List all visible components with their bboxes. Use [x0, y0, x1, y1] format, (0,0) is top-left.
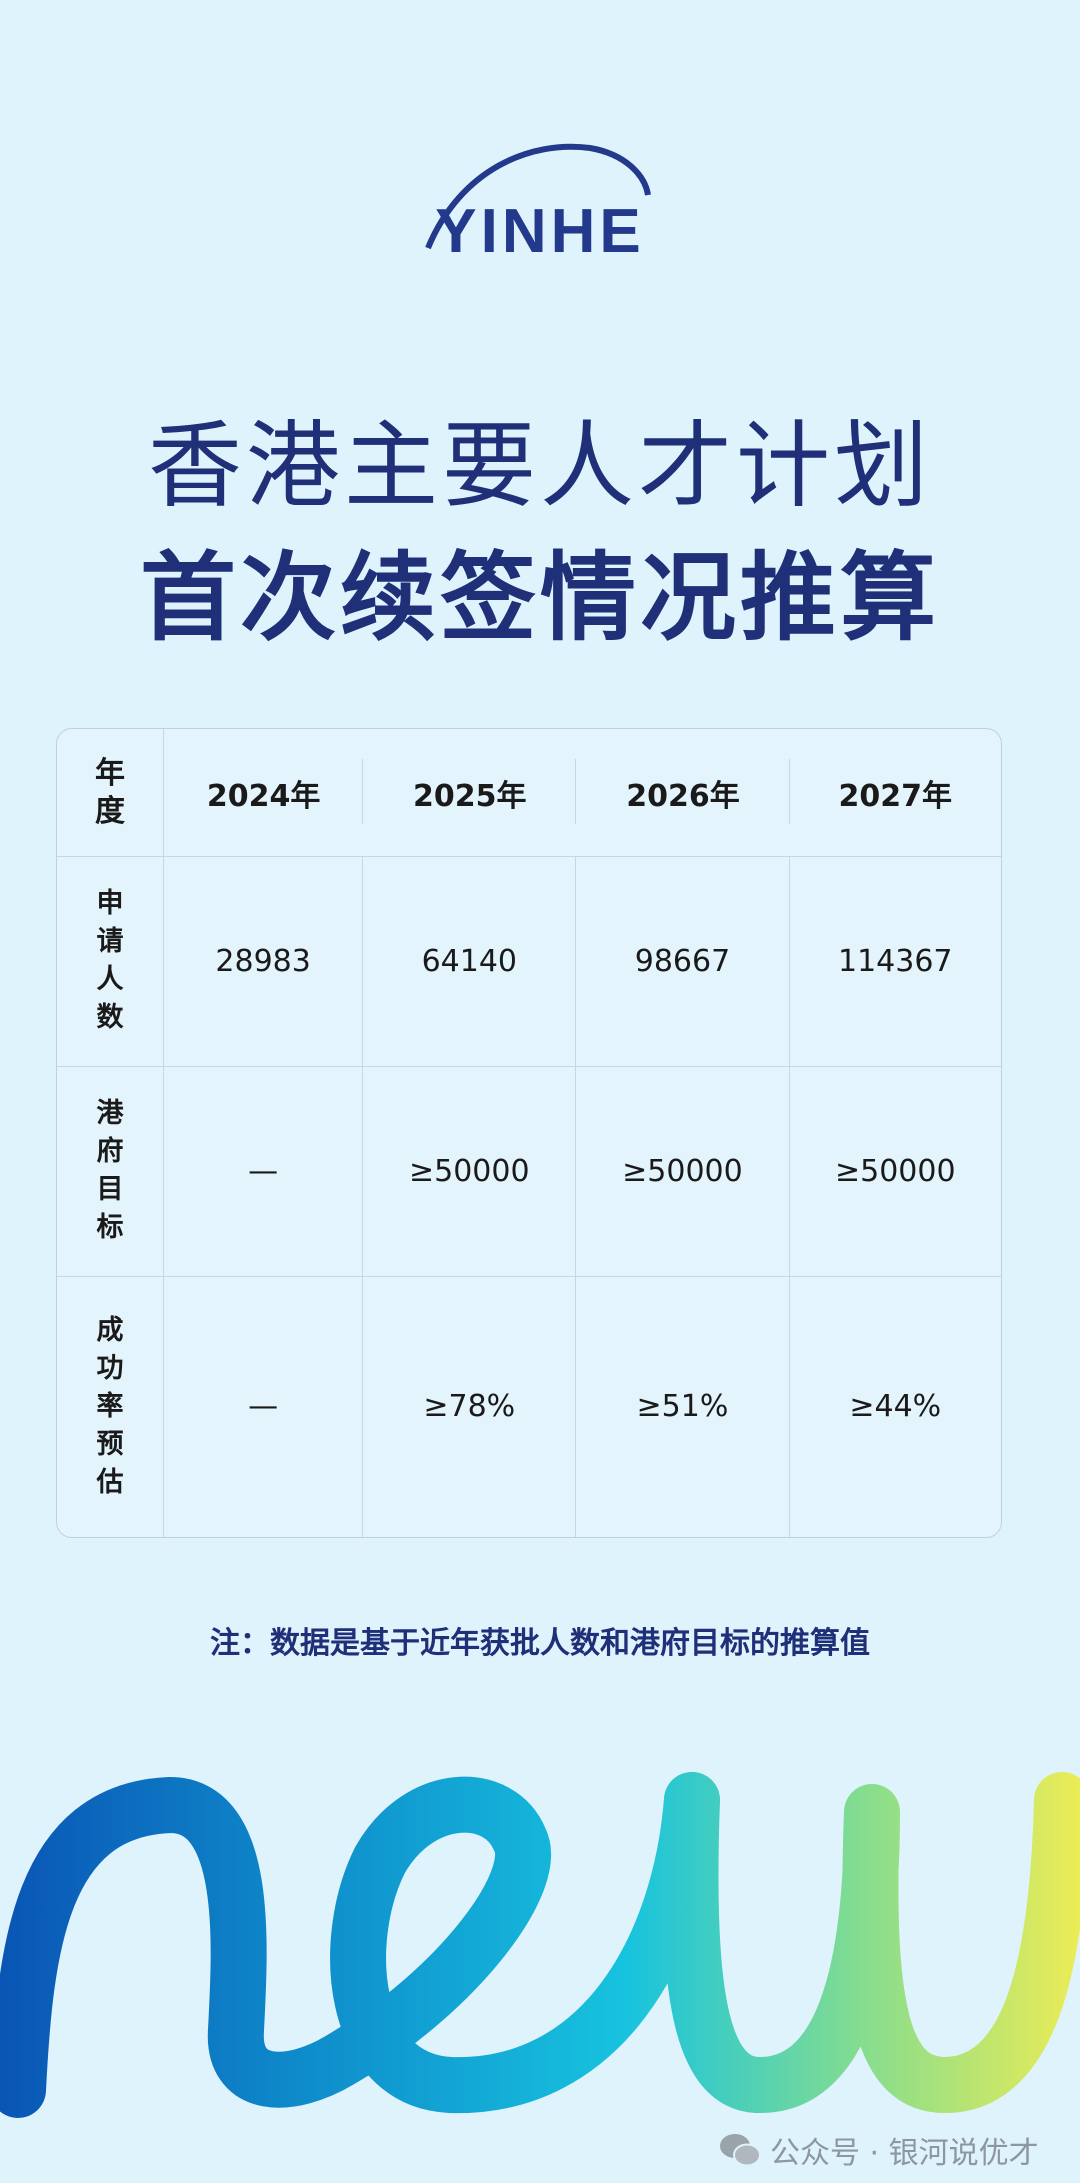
watermark: 公众号 · 银河说优才 [718, 2128, 1039, 2172]
row-header: 港府目标 [57, 1066, 164, 1277]
watermark-text: 公众号 · 银河说优才 [770, 2136, 1039, 2171]
table-cell: 28983 [164, 857, 364, 1067]
table-cell: ≥50000 [576, 1066, 790, 1277]
table-cell: ≥44% [849, 1389, 942, 1425]
table-cell: 98667 [576, 857, 790, 1067]
table-cell: ≥78% [363, 1276, 577, 1537]
corner-header: 年度 [57, 729, 164, 857]
table-row: 港府目标 — ≥50000 ≥50000 ≥50000 [57, 1066, 1001, 1277]
renewal-table: 年度 2024年 2025年 2026年 2027年 申请人数 28983 64… [56, 728, 1002, 1538]
table-row: 成功率预估 — ≥78% ≥51% ≥44% [57, 1276, 1001, 1537]
table-cell: — [164, 1276, 364, 1537]
yinhe-logo: YINHE [390, 140, 690, 270]
year-header: 2027年 [789, 729, 1001, 857]
table-header-row: 年度 2024年 2025年 2026年 2027年 [57, 729, 1001, 857]
wechat-icon [720, 2134, 761, 2167]
row-header: 成功率预估 [57, 1276, 164, 1537]
row-header: 申请人数 [57, 857, 164, 1067]
table-cell: 114367 [789, 857, 1001, 1067]
table-cell: ≥50000 [363, 1066, 577, 1277]
title-line-1: 香港主要人才计划 [147, 412, 932, 521]
svg-text:YINHE: YINHE [435, 197, 644, 266]
table-cell: ≥50000 [789, 1067, 1001, 1277]
table-cell: — [164, 1066, 364, 1277]
year-header: 2026年 [576, 729, 790, 857]
table-cell: 64140 [363, 857, 577, 1067]
footnote: 注：数据是基于近年获批人数和港府目标的推算值 [210, 1626, 870, 1661]
year-header: 2024年 [164, 729, 364, 857]
table-row: 申请人数 28983 64140 98667 114367 [57, 857, 1001, 1067]
title-line-2: 首次续签情况推算 [140, 542, 940, 654]
table-cell: ≥51% [576, 1276, 790, 1537]
year-header: 2025年 [363, 729, 577, 857]
